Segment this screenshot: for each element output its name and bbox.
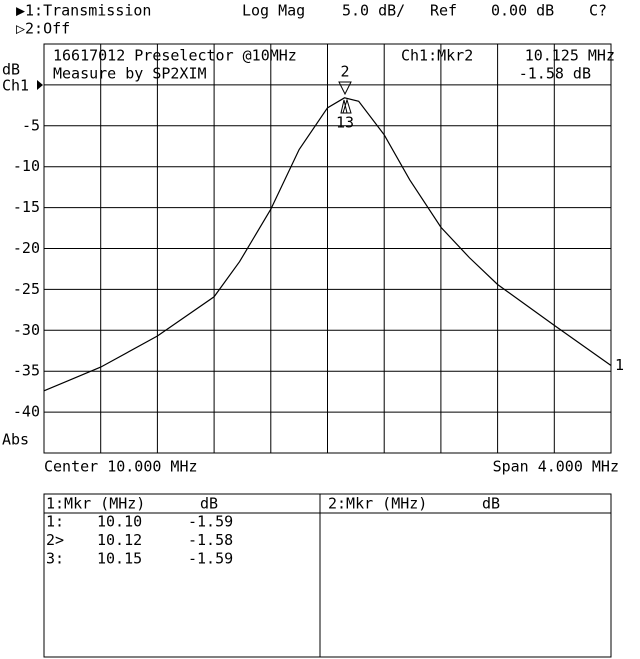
- table-cell: -1.59: [188, 550, 233, 568]
- table-header: 1:Mkr (MHz): [46, 495, 145, 513]
- table-cell: 3:: [46, 550, 64, 568]
- readout-value: -1.58 dB: [519, 65, 591, 83]
- channel: Ch1: [2, 77, 29, 95]
- table-header: 2:Mkr (MHz): [328, 495, 427, 513]
- readout-label: Ch1:Mkr2: [401, 47, 473, 65]
- table-rows: 1: 10.10 -1.59 2> 10.12 -1.58 3: 10.15 -1.59: [46, 513, 233, 568]
- table-cell: 10.12: [97, 531, 142, 549]
- y-tick-label: -30: [13, 321, 40, 339]
- y-tick-label: -5: [22, 116, 40, 134]
- y-tick-label: -10: [13, 157, 40, 175]
- title-line: 16617012 Preselector @10MHz: [53, 47, 297, 65]
- format: Log Mag: [242, 2, 305, 20]
- table-cell: -1.59: [188, 513, 233, 531]
- y-unit: dB: [2, 61, 20, 79]
- marker-label: 13: [336, 114, 354, 132]
- cal: C?: [589, 2, 607, 20]
- table-frame: [43, 493, 612, 658]
- scale: 5.0 dB/: [342, 2, 405, 20]
- y-tick-label: -25: [13, 280, 40, 298]
- trace2: ▷2:Off: [16, 20, 70, 38]
- marker-glyphs: [338, 81, 352, 114]
- table-cell: 10.10: [97, 513, 142, 531]
- y-tick-label: -20: [13, 239, 40, 257]
- ref-label: Ref: [430, 2, 457, 20]
- table-header: dB: [200, 495, 218, 513]
- title-line: Measure by SP2XIM: [53, 65, 207, 83]
- table-cell: 10.15: [97, 550, 142, 568]
- plot: -40 -35 -30 -25 -20 -15 -10 -5 1: [13, 44, 624, 453]
- trace1: ▶1:Transmission: [16, 2, 151, 20]
- table-header: dB: [482, 495, 500, 513]
- y-tick-label: -35: [13, 362, 40, 380]
- y-format: Abs: [2, 431, 29, 449]
- y-tick-label: -40: [13, 403, 40, 421]
- ref-arrow: [37, 80, 43, 90]
- span: Span 4.000 MHz: [493, 458, 619, 476]
- y-tick-label: -15: [13, 198, 40, 216]
- center: Center 10.000 MHz: [44, 458, 198, 476]
- marker-label: 2: [340, 63, 349, 81]
- readout-freq: 10.125 MHz: [525, 47, 615, 65]
- table-cell: -1.58: [188, 531, 233, 549]
- table-cell: 2>: [46, 531, 64, 549]
- table-cell: 1:: [46, 513, 64, 531]
- ref-value: 0.00 dB: [491, 2, 554, 20]
- trace: [43, 97, 612, 392]
- trace-label: 1: [615, 356, 624, 374]
